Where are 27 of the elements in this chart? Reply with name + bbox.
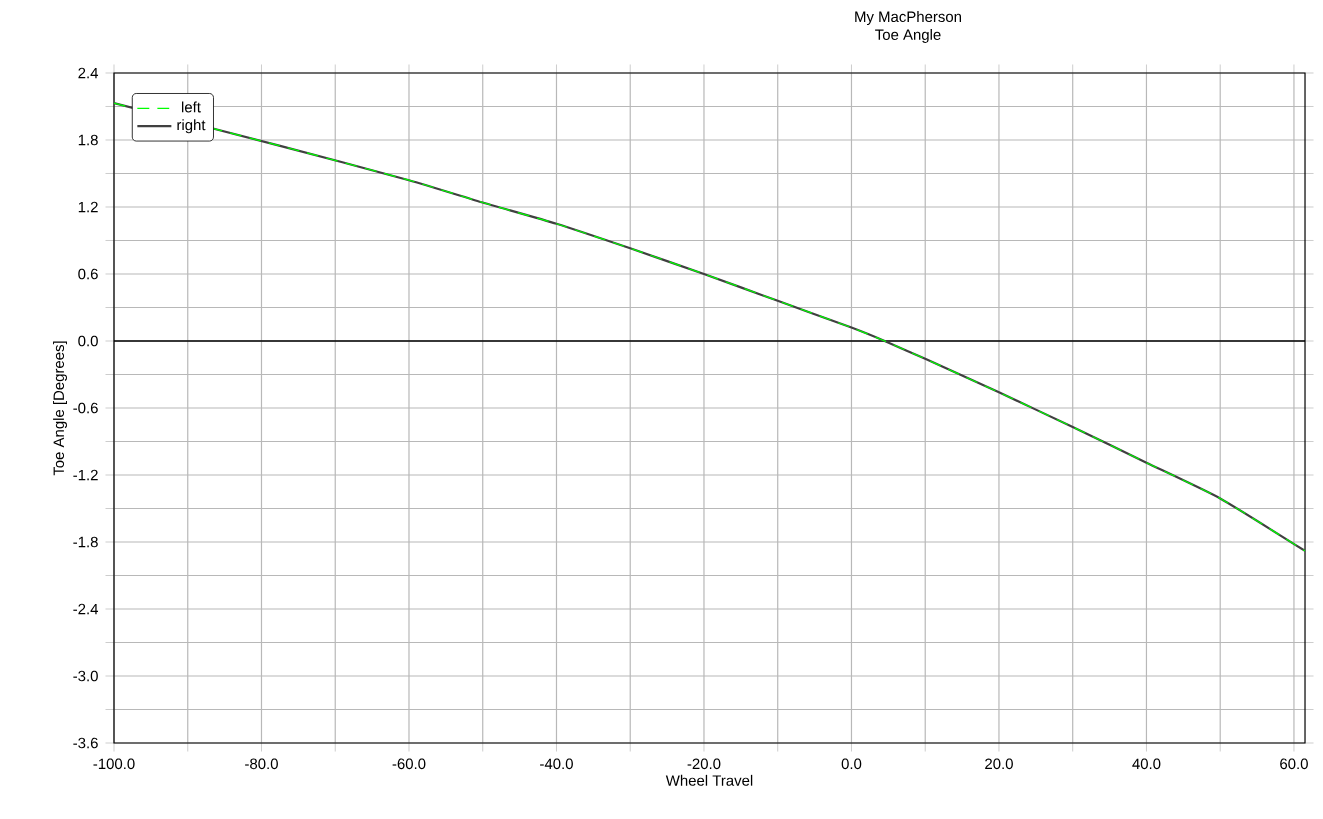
x-tick-label: -60.0 [392, 758, 426, 770]
x-tick-label: -100.0 [93, 758, 135, 770]
legend-label: left [182, 101, 201, 113]
y-axis-title: Toe Angle [Degrees] [53, 341, 67, 476]
y-tick-label: -1.2 [73, 469, 98, 481]
y-tick-label: 2.4 [78, 67, 99, 79]
y-tick-label: -0.6 [73, 402, 98, 414]
line-series [114, 102, 1306, 552]
legend-label: right [177, 119, 206, 134]
x-tick-label: 20.0 [985, 758, 1013, 770]
x-tick-label: -40.0 [540, 758, 573, 770]
y-tick-label: -1.8 [73, 536, 98, 548]
x-tick-label: -20.0 [687, 758, 721, 770]
y-tick-label: 0.0 [78, 335, 98, 347]
x-axis-title: Wheel Travel [665, 774, 753, 786]
chart-subtitle: Toe Angle [875, 29, 941, 43]
x-tick-label: 60.0 [1280, 758, 1308, 770]
x-tick-label: 0.0 [841, 758, 862, 770]
chart-title: My MacPherson [855, 11, 961, 25]
y-tick-label: -3.6 [73, 737, 98, 749]
x-tick-label: -80.0 [245, 758, 278, 770]
x-tick-label: 40.0 [1132, 758, 1161, 770]
y-tick-label: 1.2 [78, 201, 98, 213]
y-tick-label: 0.6 [78, 268, 98, 280]
y-tick-label: 1.8 [78, 134, 98, 146]
y-tick-label: -3.0 [73, 670, 98, 682]
y-tick-label: -2.4 [73, 603, 99, 615]
